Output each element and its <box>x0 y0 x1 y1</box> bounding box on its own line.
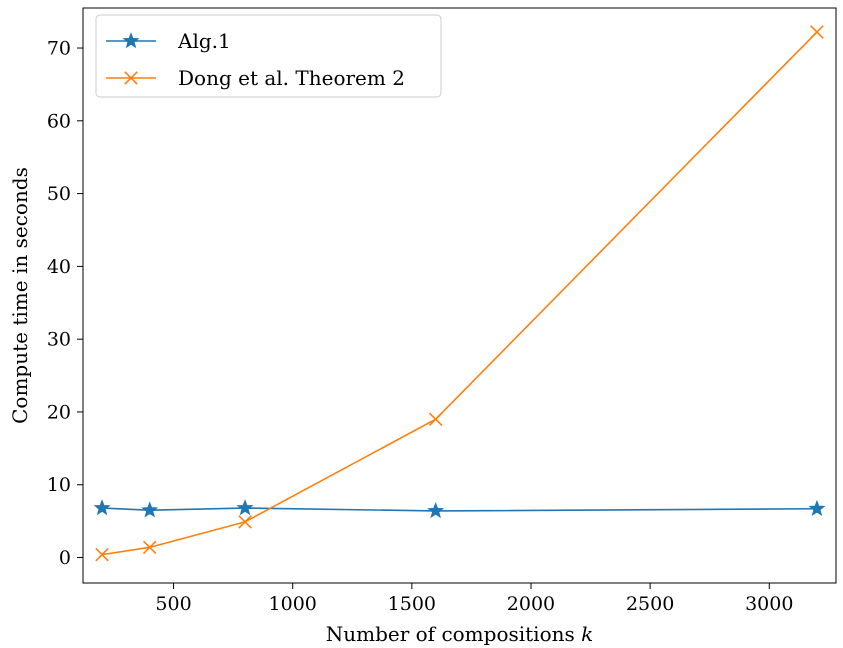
y-tick-label: 20 <box>47 401 71 423</box>
data-point-2-4 <box>428 412 443 426</box>
x-tick-label: 3000 <box>745 593 793 615</box>
data-point-2-5 <box>810 25 824 39</box>
axes-frame <box>82 7 837 584</box>
x-tick-label: 2000 <box>507 593 555 615</box>
data-point-2-2 <box>142 540 157 555</box>
data-point-1-5 <box>808 499 826 516</box>
legend-marker-1 <box>122 32 140 49</box>
series-line-2 <box>101 31 818 556</box>
data-point-1-2 <box>141 501 159 518</box>
y-tick-label: 70 <box>47 38 71 60</box>
y-tick-label: 40 <box>47 256 71 278</box>
y-axis-label: Compute time in seconds <box>8 167 32 424</box>
y-tick-label: 0 <box>59 547 71 569</box>
y-tick-label: 50 <box>47 183 71 205</box>
y-tick-label: 30 <box>47 329 71 351</box>
x-tick-label: 2500 <box>626 593 674 615</box>
plot-area <box>93 25 826 562</box>
data-point-2-1 <box>95 547 109 562</box>
x-tick-label: 500 <box>155 593 191 615</box>
data-point-1-3 <box>236 499 254 516</box>
series-line-1 <box>102 507 817 512</box>
data-point-1-4 <box>427 502 445 519</box>
legend-label-2: Dong et al. Theorem 2 <box>178 66 405 90</box>
y-tick-label: 10 <box>47 474 71 496</box>
legend-label-1: Alg.1 <box>177 29 231 53</box>
x-axis-label: Number of compositions k <box>326 622 594 646</box>
axes: 500 1000 1500 2000 2500 3000 0 10 20 30 40 50 60 70 Nu… <box>8 7 837 646</box>
y-tick-label: 60 <box>47 110 71 132</box>
legend-box <box>95 14 442 98</box>
x-tick-label: 1500 <box>388 593 436 615</box>
legend: Alg.1 Dong et al. Theorem 2 <box>95 14 442 98</box>
data-point-1-1 <box>93 499 111 516</box>
x-tick-label: 1000 <box>269 593 317 615</box>
data-point-2-3 <box>238 515 252 529</box>
legend-marker-2 <box>124 71 138 85</box>
